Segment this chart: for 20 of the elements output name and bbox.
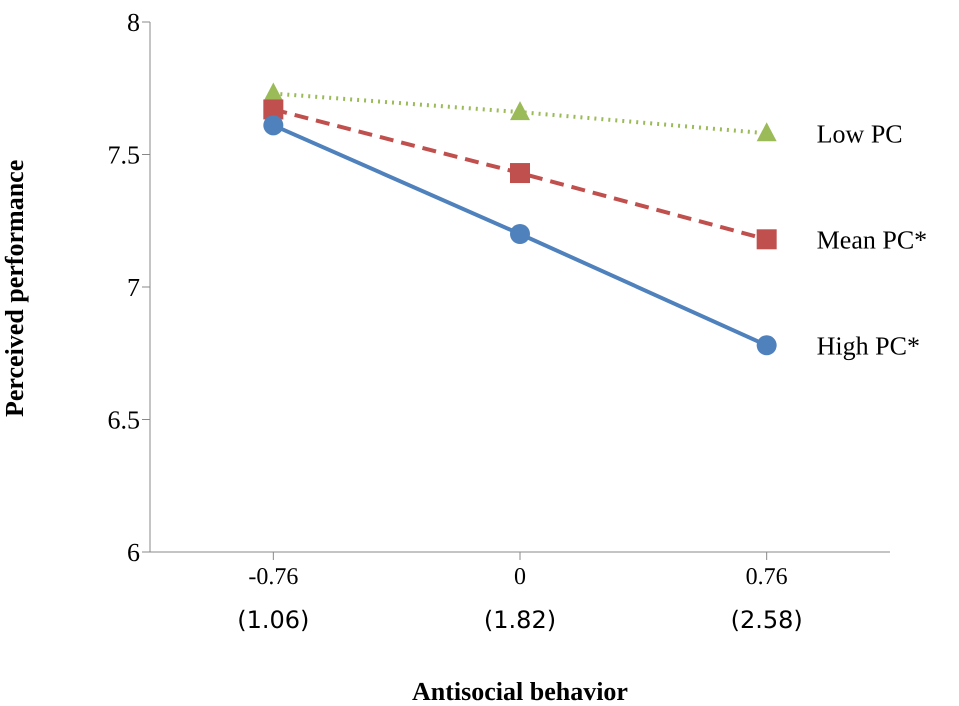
y-tick-label: 7.5 [108,140,140,170]
point [510,101,530,120]
y-axis-title: Perceived performance [0,160,30,417]
x-axis-title: Antisocial behavior [412,677,628,706]
y-tick-label: 8 [127,8,140,38]
x-tick-label: 0 (1.82) [484,564,556,634]
series-label: High PC* [816,331,920,360]
y-tick-label: 6.5 [108,406,140,435]
point [756,122,777,142]
x-tick-label: 0.76 (2.58) [730,564,803,634]
point [510,224,530,244]
point [756,335,777,356]
point [510,163,530,184]
y-tick-label: 7 [127,273,140,302]
series-label: Low PC [816,119,903,148]
point [756,229,777,250]
x-tick-label: -0.76 (1.06) [237,564,310,634]
series-label: Mean PC* [816,225,928,254]
y-tick-label: 6 [127,538,140,568]
point [263,115,284,136]
